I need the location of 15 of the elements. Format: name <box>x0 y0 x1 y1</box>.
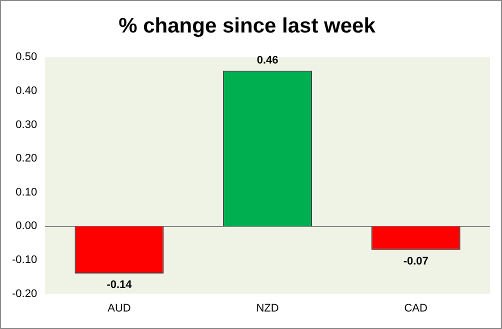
data-label: 0.46 <box>256 54 278 66</box>
data-label: -0.07 <box>403 255 428 268</box>
y-tick-label: 0.50 <box>16 51 38 64</box>
y-tick-label: 0.10 <box>16 186 38 198</box>
y-tick-label: 0.00 <box>16 220 38 232</box>
y-tick-label: 0.30 <box>16 118 38 131</box>
chart-title: % change since last week <box>118 14 376 38</box>
y-tick-label: 0.40 <box>16 85 38 98</box>
y-tick-label: -0.10 <box>12 254 38 266</box>
x-tick-label: NZD <box>256 302 279 314</box>
data-label: -0.14 <box>106 279 133 292</box>
x-tick-label: AUD <box>108 302 131 314</box>
y-tick-label: -0.20 <box>12 288 38 300</box>
y-tick-label: 0.20 <box>16 152 38 165</box>
x-tick-label: CAD <box>404 302 428 314</box>
